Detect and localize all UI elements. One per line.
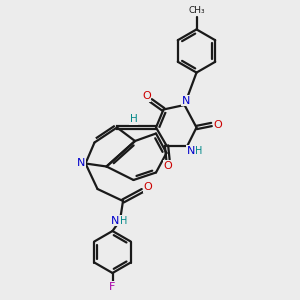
Text: H: H <box>120 215 127 226</box>
Text: N: N <box>187 146 195 156</box>
Text: O: O <box>142 91 151 101</box>
Text: N: N <box>110 215 119 226</box>
Text: CH₃: CH₃ <box>188 6 205 15</box>
Text: H: H <box>130 114 137 124</box>
Text: O: O <box>143 182 152 193</box>
Text: O: O <box>164 161 172 171</box>
Text: N: N <box>182 95 190 106</box>
Text: O: O <box>213 119 222 130</box>
Text: F: F <box>109 281 116 292</box>
Text: N: N <box>77 158 85 169</box>
Text: H: H <box>195 146 203 156</box>
